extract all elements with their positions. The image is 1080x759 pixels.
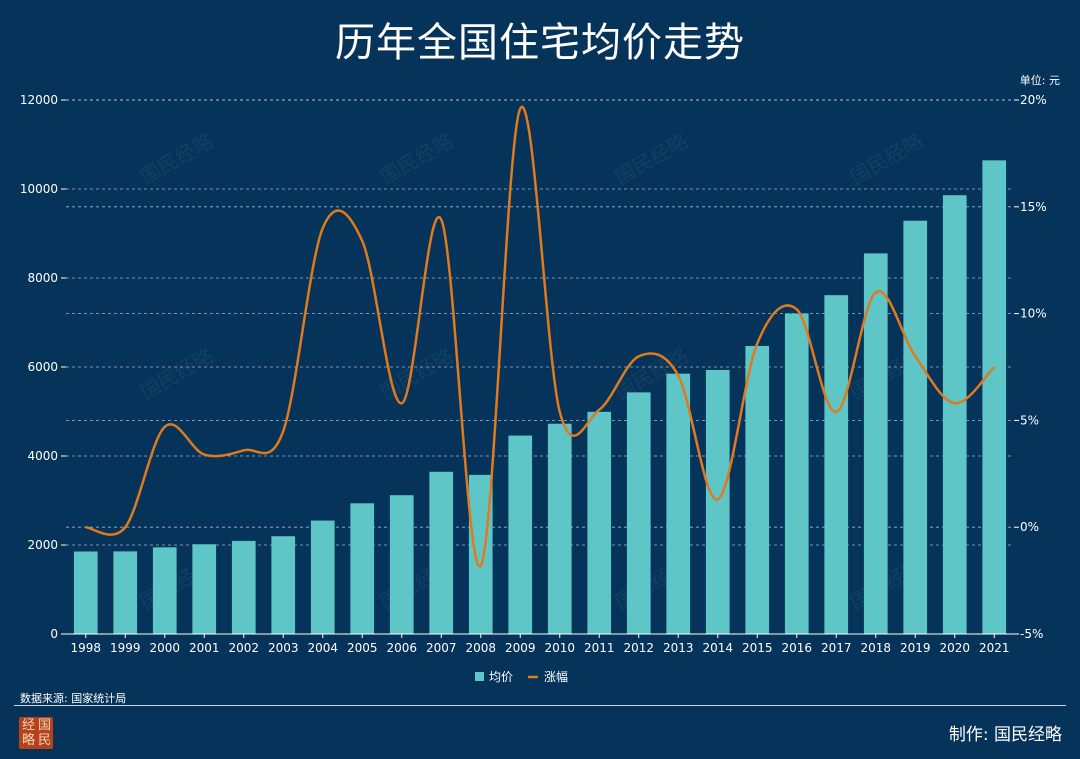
bar [745, 345, 770, 634]
bar [824, 295, 849, 634]
bar [429, 471, 454, 634]
legend: 均价 涨幅 [475, 669, 568, 684]
stamp-char: 民 [38, 733, 52, 748]
x-tick-label: 2020 [939, 641, 970, 655]
credit-label: 制作: 国民经略 [948, 725, 1062, 745]
x-tick-label: 2021 [979, 641, 1010, 655]
bar [903, 220, 928, 634]
x-tick-label: 2007 [426, 641, 457, 655]
stamp-char: 经 [22, 718, 36, 733]
watermark: 国民经略 [136, 344, 217, 405]
x-tick-label: 2010 [544, 641, 575, 655]
legend-swatch-均价 [475, 672, 484, 681]
bar [113, 551, 138, 634]
divider [14, 705, 1066, 706]
source-label: 数据来源: 国家统计局 [20, 692, 127, 705]
legend-label: 均价 [489, 670, 513, 684]
bar [626, 392, 651, 634]
series-line-涨幅 [85, 105, 996, 568]
y-right-tick-label: -5% [1020, 627, 1043, 641]
x-tick-label: 2001 [189, 641, 220, 655]
bar [587, 411, 612, 634]
bar [152, 547, 177, 634]
x-tick-label: 2000 [149, 641, 180, 655]
line-series [85, 105, 996, 568]
stamp-char: 国 [38, 718, 52, 733]
bar [73, 551, 98, 634]
bar [468, 474, 493, 634]
y-left-tick-label: 0 [50, 627, 58, 641]
bar [192, 544, 217, 634]
x-tick-label: 2009 [505, 641, 536, 655]
y-left-tick-label: 8000 [27, 271, 58, 285]
bar [784, 313, 809, 634]
x-tick-label: 2013 [663, 641, 694, 655]
x-tick-label: 2015 [742, 641, 773, 655]
x-tick-label: 1998 [70, 641, 101, 655]
bar [942, 195, 967, 635]
x-tick-label: 2008 [465, 641, 496, 655]
y-left-tick-label: 10000 [20, 182, 58, 196]
watermark: 国民经略 [136, 129, 217, 190]
bar [389, 495, 414, 634]
y-right-tick-label: 10% [1020, 307, 1047, 321]
watermark: 国民经略 [846, 129, 927, 190]
x-tick-label: 2016 [781, 641, 812, 655]
x-tick-label: 2011 [584, 641, 615, 655]
stamp-char: 略 [22, 733, 36, 748]
y-right-tick-label: 0% [1020, 520, 1039, 534]
bar [310, 520, 335, 634]
y-right-tick-label: 20% [1020, 93, 1047, 107]
chart-title: 历年全国住宅均价走势 [335, 20, 745, 66]
y-right-tick-label: 15% [1020, 200, 1047, 214]
x-tick-label: 2014 [702, 641, 733, 655]
bar [705, 369, 730, 634]
unit-label: 单位: 元 [1019, 74, 1060, 87]
x-tick-label: 1999 [110, 641, 141, 655]
x-tick-label: 2012 [623, 641, 654, 655]
bar [350, 503, 375, 634]
y-left-tick-label: 12000 [20, 93, 58, 107]
legend-label: 涨幅 [544, 669, 568, 684]
watermark: 国民经略 [611, 129, 692, 190]
bar-series [73, 160, 1007, 635]
x-tick-label: 2002 [228, 641, 259, 655]
x-tick-label: 2003 [268, 641, 299, 655]
x-tick-label: 2006 [386, 641, 417, 655]
axes: 0 2000 4000 6000 8000 10000 12000 -5% 0% 5% 10% 15%… [20, 93, 1047, 655]
x-tick-label: 2005 [347, 641, 378, 655]
bar [271, 536, 296, 634]
bar [508, 435, 533, 634]
x-tick-label: 2018 [860, 641, 891, 655]
bar [982, 160, 1007, 635]
x-tick-label: 2017 [821, 641, 852, 655]
x-tick-label: 2019 [900, 641, 931, 655]
y-right-tick-label: 5% [1020, 413, 1039, 427]
gridlines [66, 99, 1014, 546]
watermark: 国民经略 [376, 344, 457, 405]
bar [547, 423, 572, 634]
y-left-tick-label: 4000 [27, 449, 58, 463]
watermark: 国民经略 [376, 129, 457, 190]
bar [231, 540, 256, 634]
logo-stamp: 经 国 略 民 [19, 717, 53, 749]
bar [666, 373, 691, 634]
x-tick-label: 2004 [307, 641, 338, 655]
bar [863, 253, 888, 635]
y-left-tick-label: 2000 [27, 538, 58, 552]
y-left-tick-label: 6000 [27, 360, 58, 374]
